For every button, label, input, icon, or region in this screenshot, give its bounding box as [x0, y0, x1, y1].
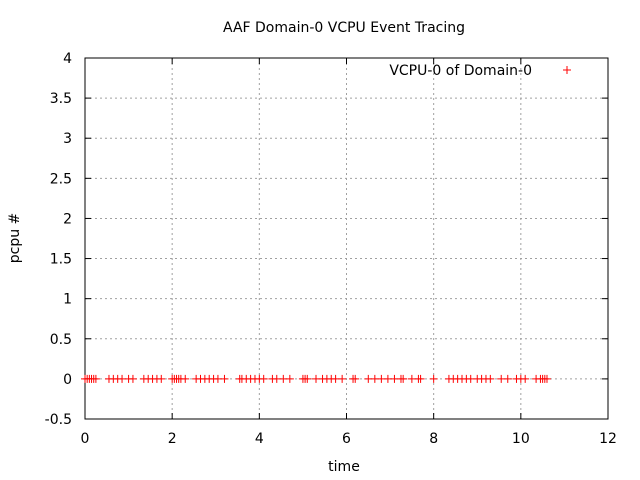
legend-marker-symbol	[563, 66, 571, 74]
x-axis-label: time	[328, 459, 360, 475]
x-tick-label: 4	[255, 431, 264, 447]
chart-title: AAF Domain-0 VCPU Event Tracing	[223, 20, 465, 36]
y-tick-label: 2.5	[50, 171, 72, 187]
data-points	[81, 374, 551, 383]
x-tick-label: 6	[342, 431, 351, 447]
data-point	[521, 374, 530, 383]
data-point	[303, 374, 312, 383]
x-tick-label: 0	[81, 431, 90, 447]
data-point	[429, 374, 438, 383]
data-point	[128, 374, 137, 383]
data-point	[285, 374, 294, 383]
y-tick-label: 3.5	[50, 91, 72, 107]
data-point	[351, 374, 360, 383]
data-point	[220, 374, 229, 383]
x-tick-label: 12	[599, 431, 617, 447]
x-tick-label: 2	[168, 431, 177, 447]
data-point	[399, 374, 408, 383]
y-axis-label: pcpu #	[7, 213, 23, 264]
data-point	[416, 374, 425, 383]
y-tick-label: 3	[63, 131, 72, 147]
data-point	[91, 374, 100, 383]
legend-label: VCPU-0 of Domain-0	[389, 63, 532, 79]
data-point	[542, 374, 551, 383]
legend: VCPU-0 of Domain-0	[389, 63, 571, 79]
y-tick-label: 1	[63, 292, 72, 308]
data-point	[503, 374, 512, 383]
data-point	[338, 374, 347, 383]
data-point	[486, 374, 495, 383]
grid-lines	[85, 58, 608, 419]
axis-ticks: 0 2 4 6 8 10 12 -0.5 0 0.5 1 1.5 2 2.5 3 3.5 4	[45, 51, 617, 447]
y-tick-label: 0	[63, 372, 72, 388]
y-tick-label: 2	[63, 211, 72, 227]
x-tick-label: 10	[512, 431, 530, 447]
data-point	[181, 374, 190, 383]
legend-marker	[563, 66, 571, 74]
data-point	[259, 374, 268, 383]
y-tick-label: 4	[63, 51, 72, 67]
y-tick-label: 1.5	[50, 252, 72, 268]
data-point	[157, 374, 166, 383]
y-tick-label: -0.5	[45, 412, 72, 428]
x-tick-label: 8	[429, 431, 438, 447]
y-tick-label: 0.5	[50, 332, 72, 348]
